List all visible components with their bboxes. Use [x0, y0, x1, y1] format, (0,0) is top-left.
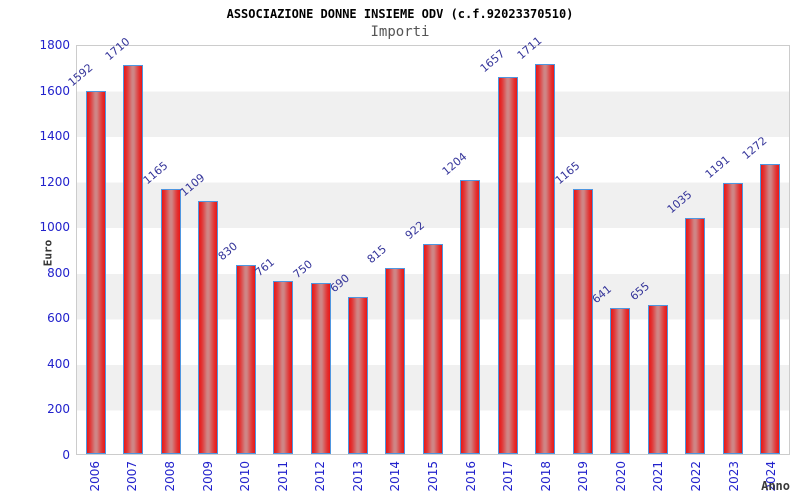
- x-tick-label: 2008: [162, 461, 177, 492]
- x-axis: 2006 2007 2008 2009 2010 2011 2012 2013 2014 2015…: [76, 461, 790, 500]
- bar: 1035: [665, 188, 706, 454]
- x-tick-label: 2006: [87, 461, 102, 492]
- bar-slot: 922: [403, 46, 451, 454]
- x-tick: 2014: [377, 461, 415, 500]
- bar-slot: 1657: [478, 46, 526, 454]
- y-axis: 0 200 400 600 800 1000 1200 1400 1600 1800: [0, 38, 70, 462]
- bar: 1165: [140, 159, 181, 454]
- bar-slot: 641: [590, 46, 639, 454]
- bar: 655: [627, 279, 668, 454]
- x-tick-label: 2015: [425, 461, 440, 492]
- x-tick-label: 2021: [651, 461, 666, 492]
- bar: 641: [590, 283, 631, 454]
- x-tick: 2008: [151, 461, 189, 500]
- x-tick: 2023: [715, 461, 753, 500]
- x-tick-label: 2009: [200, 461, 215, 492]
- x-tick: 2009: [189, 461, 227, 500]
- bar: 1191: [702, 153, 743, 454]
- x-tick-label: 2023: [726, 461, 741, 492]
- y-tick-label: 1600: [39, 83, 70, 98]
- bar-slot: 1191: [702, 46, 751, 454]
- x-tick: 2012: [301, 461, 339, 500]
- x-tick: 2021: [640, 461, 678, 500]
- bar: 1592: [65, 61, 106, 454]
- x-tick-label: 2019: [576, 461, 591, 492]
- x-tick-label: 2018: [538, 461, 553, 492]
- bar-slot: 830: [215, 46, 264, 454]
- x-tick: 2006: [76, 461, 114, 500]
- x-tick: 2016: [452, 461, 490, 500]
- bar: 1165: [552, 159, 593, 454]
- bar-slot: 690: [328, 46, 376, 454]
- bar: 815: [365, 243, 406, 454]
- x-axis-title: Anno: [761, 479, 790, 493]
- x-tick: 2017: [489, 461, 527, 500]
- bar-slot: 1109: [178, 46, 226, 454]
- plot-area: 1592 1710 1165 1109 830 761 750 690 815 922 1204 16…: [65, 34, 790, 455]
- x-tick: 2007: [114, 461, 152, 500]
- bar-slot: 1711: [515, 34, 564, 454]
- y-tick-label: 200: [47, 402, 70, 417]
- y-tick-label: 1000: [39, 220, 70, 235]
- bar: 761: [253, 255, 294, 454]
- bar-slot: 1204: [440, 46, 489, 454]
- bar-slot: 815: [365, 46, 414, 454]
- x-tick-label: 2012: [313, 461, 328, 492]
- x-tick-label: 2017: [501, 461, 516, 492]
- x-tick-label: 2010: [238, 461, 253, 492]
- bar-slot: 1035: [665, 46, 714, 454]
- y-tick-label: 1800: [39, 38, 70, 52]
- x-tick-label: 2014: [388, 461, 403, 492]
- y-tick-label: 600: [47, 311, 70, 326]
- chart-title: ASSOCIAZIONE DONNE INSIEME ODV (c.f.9202…: [226, 7, 574, 21]
- x-tick-label: 2022: [689, 461, 704, 492]
- y-tick-label: 800: [47, 265, 70, 280]
- chart-subtitle: Importi: [370, 24, 430, 40]
- bar-slot: 1272: [740, 46, 788, 454]
- bar: 750: [290, 258, 331, 454]
- x-tick-label: 2016: [463, 461, 478, 492]
- bar: 1711: [515, 34, 556, 454]
- y-tick-label: 1400: [39, 129, 70, 144]
- x-tick: 2010: [226, 461, 264, 500]
- bar: 1710: [103, 35, 144, 454]
- bar-slot: 655: [627, 46, 676, 454]
- bar-slot: 750: [290, 46, 339, 454]
- bar: 1109: [178, 171, 219, 454]
- bar-slot: 1165: [552, 46, 601, 454]
- x-tick-label: 2007: [125, 461, 140, 492]
- x-tick: 2013: [339, 461, 377, 500]
- x-tick-label: 2020: [613, 461, 628, 492]
- y-tick-label: 400: [47, 356, 70, 371]
- bar: 830: [215, 239, 256, 454]
- bar-slot: 1592: [65, 46, 114, 454]
- bar: 922: [403, 219, 443, 454]
- bar: 1657: [478, 47, 518, 454]
- x-tick: 2018: [527, 461, 565, 500]
- bar: 690: [328, 271, 369, 454]
- x-tick: 2022: [677, 461, 715, 500]
- y-tick-label: 1200: [39, 174, 70, 189]
- bar-slot: 1710: [103, 35, 151, 454]
- bar: 1204: [440, 150, 481, 454]
- y-axis-title: Euro: [41, 239, 55, 267]
- x-tick-label: 2013: [350, 461, 365, 492]
- x-tick: 2020: [602, 461, 640, 500]
- x-tick-label: 2011: [275, 461, 290, 492]
- bar-slot: 1165: [140, 46, 189, 454]
- bar-series: 1592 1710 1165 1109 830 761 750 690 815 922 1204 16…: [65, 34, 789, 454]
- x-tick: 2015: [414, 461, 452, 500]
- bar-slot: 761: [253, 46, 301, 454]
- x-tick: 2011: [264, 461, 302, 500]
- y-tick-label: 0: [62, 448, 70, 462]
- x-tick: 2019: [565, 461, 603, 500]
- bar: 1272: [740, 134, 781, 454]
